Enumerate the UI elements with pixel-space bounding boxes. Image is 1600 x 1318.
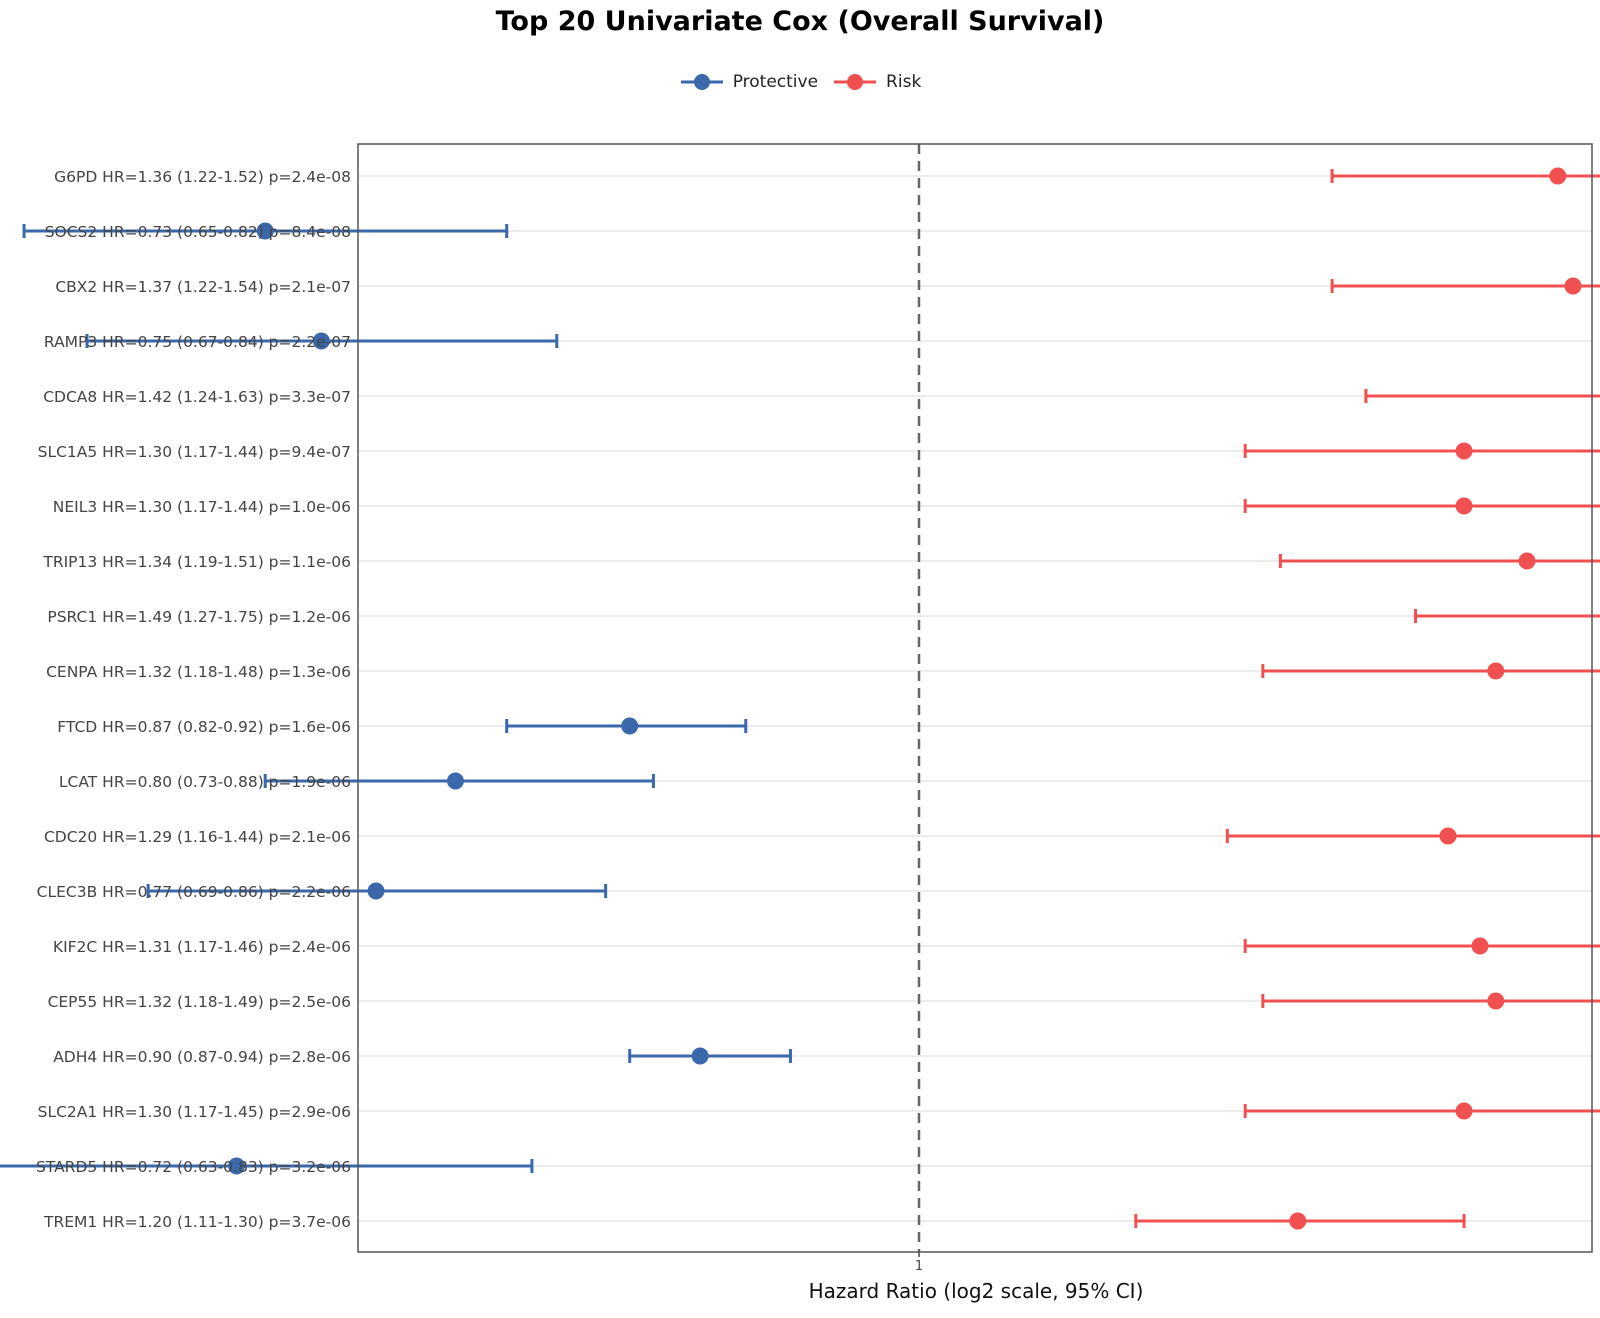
row-label-neil3: NEIL3 HR=1.30 (1.17-1.44) p=1.0e-06	[53, 498, 351, 516]
row-trip13	[1278, 552, 1600, 570]
row-label-ftcd: FTCD HR=0.87 (0.82-0.92) p=1.6e-06	[57, 718, 351, 736]
row-ftcd	[505, 717, 748, 735]
row-cenpa	[1261, 662, 1600, 680]
row-label-socs2: SOCS2 HR=0.73 (0.65-0.82) p=8.4e-08	[45, 223, 351, 241]
hr-point-stard5	[228, 1157, 246, 1175]
row-cdca8	[1364, 389, 1600, 403]
hr-point-cep55	[1487, 992, 1505, 1010]
plot-panel-border	[357, 143, 1593, 1253]
x-axis-label: Hazard Ratio (log2 scale, 95% CI)	[809, 1279, 1144, 1303]
row-label-cdc20: CDC20 HR=1.29 (1.16-1.44) p=2.1e-06	[44, 828, 351, 846]
row-cdc20	[1225, 827, 1600, 845]
hr-point-trip13	[1518, 552, 1536, 570]
row-slc2a1	[1243, 1102, 1600, 1120]
row-label-slc2a1: SLC2A1 HR=1.30 (1.17-1.45) p=2.9e-06	[38, 1103, 351, 1121]
row-label-cep55: CEP55 HR=1.32 (1.18-1.49) p=2.5e-06	[48, 993, 351, 1011]
legend-item-risk: Risk	[832, 72, 921, 92]
hr-point-neil3	[1455, 497, 1473, 515]
row-psrc1	[1414, 609, 1600, 623]
row-cbx2	[1330, 277, 1600, 295]
hr-point-slc1a5	[1455, 442, 1473, 460]
row-cep55	[1261, 992, 1600, 1010]
row-label-ramp3: RAMP3 HR=0.75 (0.67-0.84) p=2.2e-07	[44, 333, 351, 351]
row-label-kif2c: KIF2C HR=1.31 (1.17-1.46) p=2.4e-06	[53, 938, 351, 956]
row-label-clec3b: CLEC3B HR=0.77 (0.69-0.86) p=2.2e-06	[37, 883, 351, 901]
row-label-stard5: STARD5 HR=0.72 (0.63-0.83) p=3.2e-06	[36, 1158, 351, 1176]
legend: Protective Risk	[0, 72, 1600, 92]
hr-point-kif2c	[1471, 937, 1489, 955]
hr-point-socs2	[256, 222, 274, 240]
row-label-slc1a5: SLC1A5 HR=1.30 (1.17-1.44) p=9.4e-07	[38, 443, 351, 461]
x-tick-label: 1	[915, 1259, 923, 1274]
row-kif2c	[1243, 937, 1600, 955]
row-label-cdca8: CDCA8 HR=1.42 (1.24-1.63) p=3.3e-07	[43, 388, 351, 406]
hr-point-adh4	[691, 1047, 709, 1065]
hr-point-cbx2	[1564, 277, 1582, 295]
row-slc1a5	[1243, 442, 1600, 460]
hr-point-ftcd	[621, 717, 639, 735]
row-ramp3	[85, 332, 559, 350]
row-label-cbx2: CBX2 HR=1.37 (1.22-1.54) p=2.1e-07	[55, 278, 351, 296]
row-labels: G6PD HR=1.36 (1.22-1.52) p=2.4e-08 SOCS2 …	[36, 168, 351, 1231]
hr-point-cenpa	[1487, 662, 1505, 680]
plot-marks	[0, 167, 1600, 1230]
row-label-trip13: TRIP13 HR=1.34 (1.19-1.51) p=1.1e-06	[42, 553, 351, 571]
row-label-trem1: TREM1 HR=1.20 (1.11-1.30) p=3.7e-06	[43, 1213, 351, 1231]
row-label-g6pd: G6PD HR=1.36 (1.22-1.52) p=2.4e-08	[54, 168, 351, 186]
row-label-cenpa: CENPA HR=1.32 (1.18-1.48) p=1.3e-06	[46, 663, 351, 681]
row-label-adh4: ADH4 HR=0.90 (0.87-0.94) p=2.8e-06	[53, 1048, 351, 1066]
row-clec3b	[146, 882, 608, 900]
row-neil3	[1243, 497, 1600, 515]
hr-point-cdc20	[1439, 827, 1457, 845]
row-stard5	[0, 1157, 534, 1175]
hr-point-trem1	[1289, 1212, 1307, 1230]
row-label-psrc1: PSRC1 HR=1.49 (1.27-1.75) p=1.2e-06	[47, 608, 351, 626]
row-lcat	[263, 772, 655, 790]
hr-point-ramp3	[312, 332, 330, 350]
row-adh4	[628, 1047, 792, 1065]
row-trem1	[1134, 1212, 1466, 1230]
legend-key-risk	[834, 74, 877, 90]
row-socs2	[22, 222, 509, 240]
hr-point-g6pd	[1549, 167, 1567, 185]
hr-point-slc2a1	[1455, 1102, 1473, 1120]
hr-point-clec3b	[367, 882, 385, 900]
legend-label-protective: Protective	[732, 72, 819, 92]
gridlines	[358, 175, 1592, 1222]
row-g6pd	[1330, 167, 1600, 185]
legend-label-risk: Risk	[886, 72, 922, 92]
row-label-lcat: LCAT HR=0.80 (0.73-0.88) p=1.9e-06	[59, 773, 351, 791]
legend-item-protective: Protective	[679, 72, 818, 92]
hr-point-lcat	[446, 772, 464, 790]
chart-title: Top 20 Univariate Cox (Overall Survival)	[495, 6, 1105, 37]
legend-key-protective	[680, 74, 723, 90]
